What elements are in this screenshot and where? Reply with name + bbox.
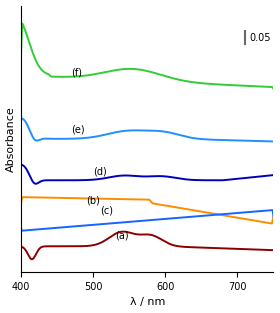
X-axis label: λ / nm: λ / nm [130,297,165,307]
Text: (f): (f) [72,68,83,78]
Text: (c): (c) [101,205,113,215]
Y-axis label: Absorbance: Absorbance [6,106,16,172]
Text: (e): (e) [72,125,85,135]
Text: (d): (d) [93,166,107,176]
Text: (b): (b) [86,196,100,206]
Text: (a): (a) [115,231,129,241]
Text: 0.05: 0.05 [249,33,271,43]
